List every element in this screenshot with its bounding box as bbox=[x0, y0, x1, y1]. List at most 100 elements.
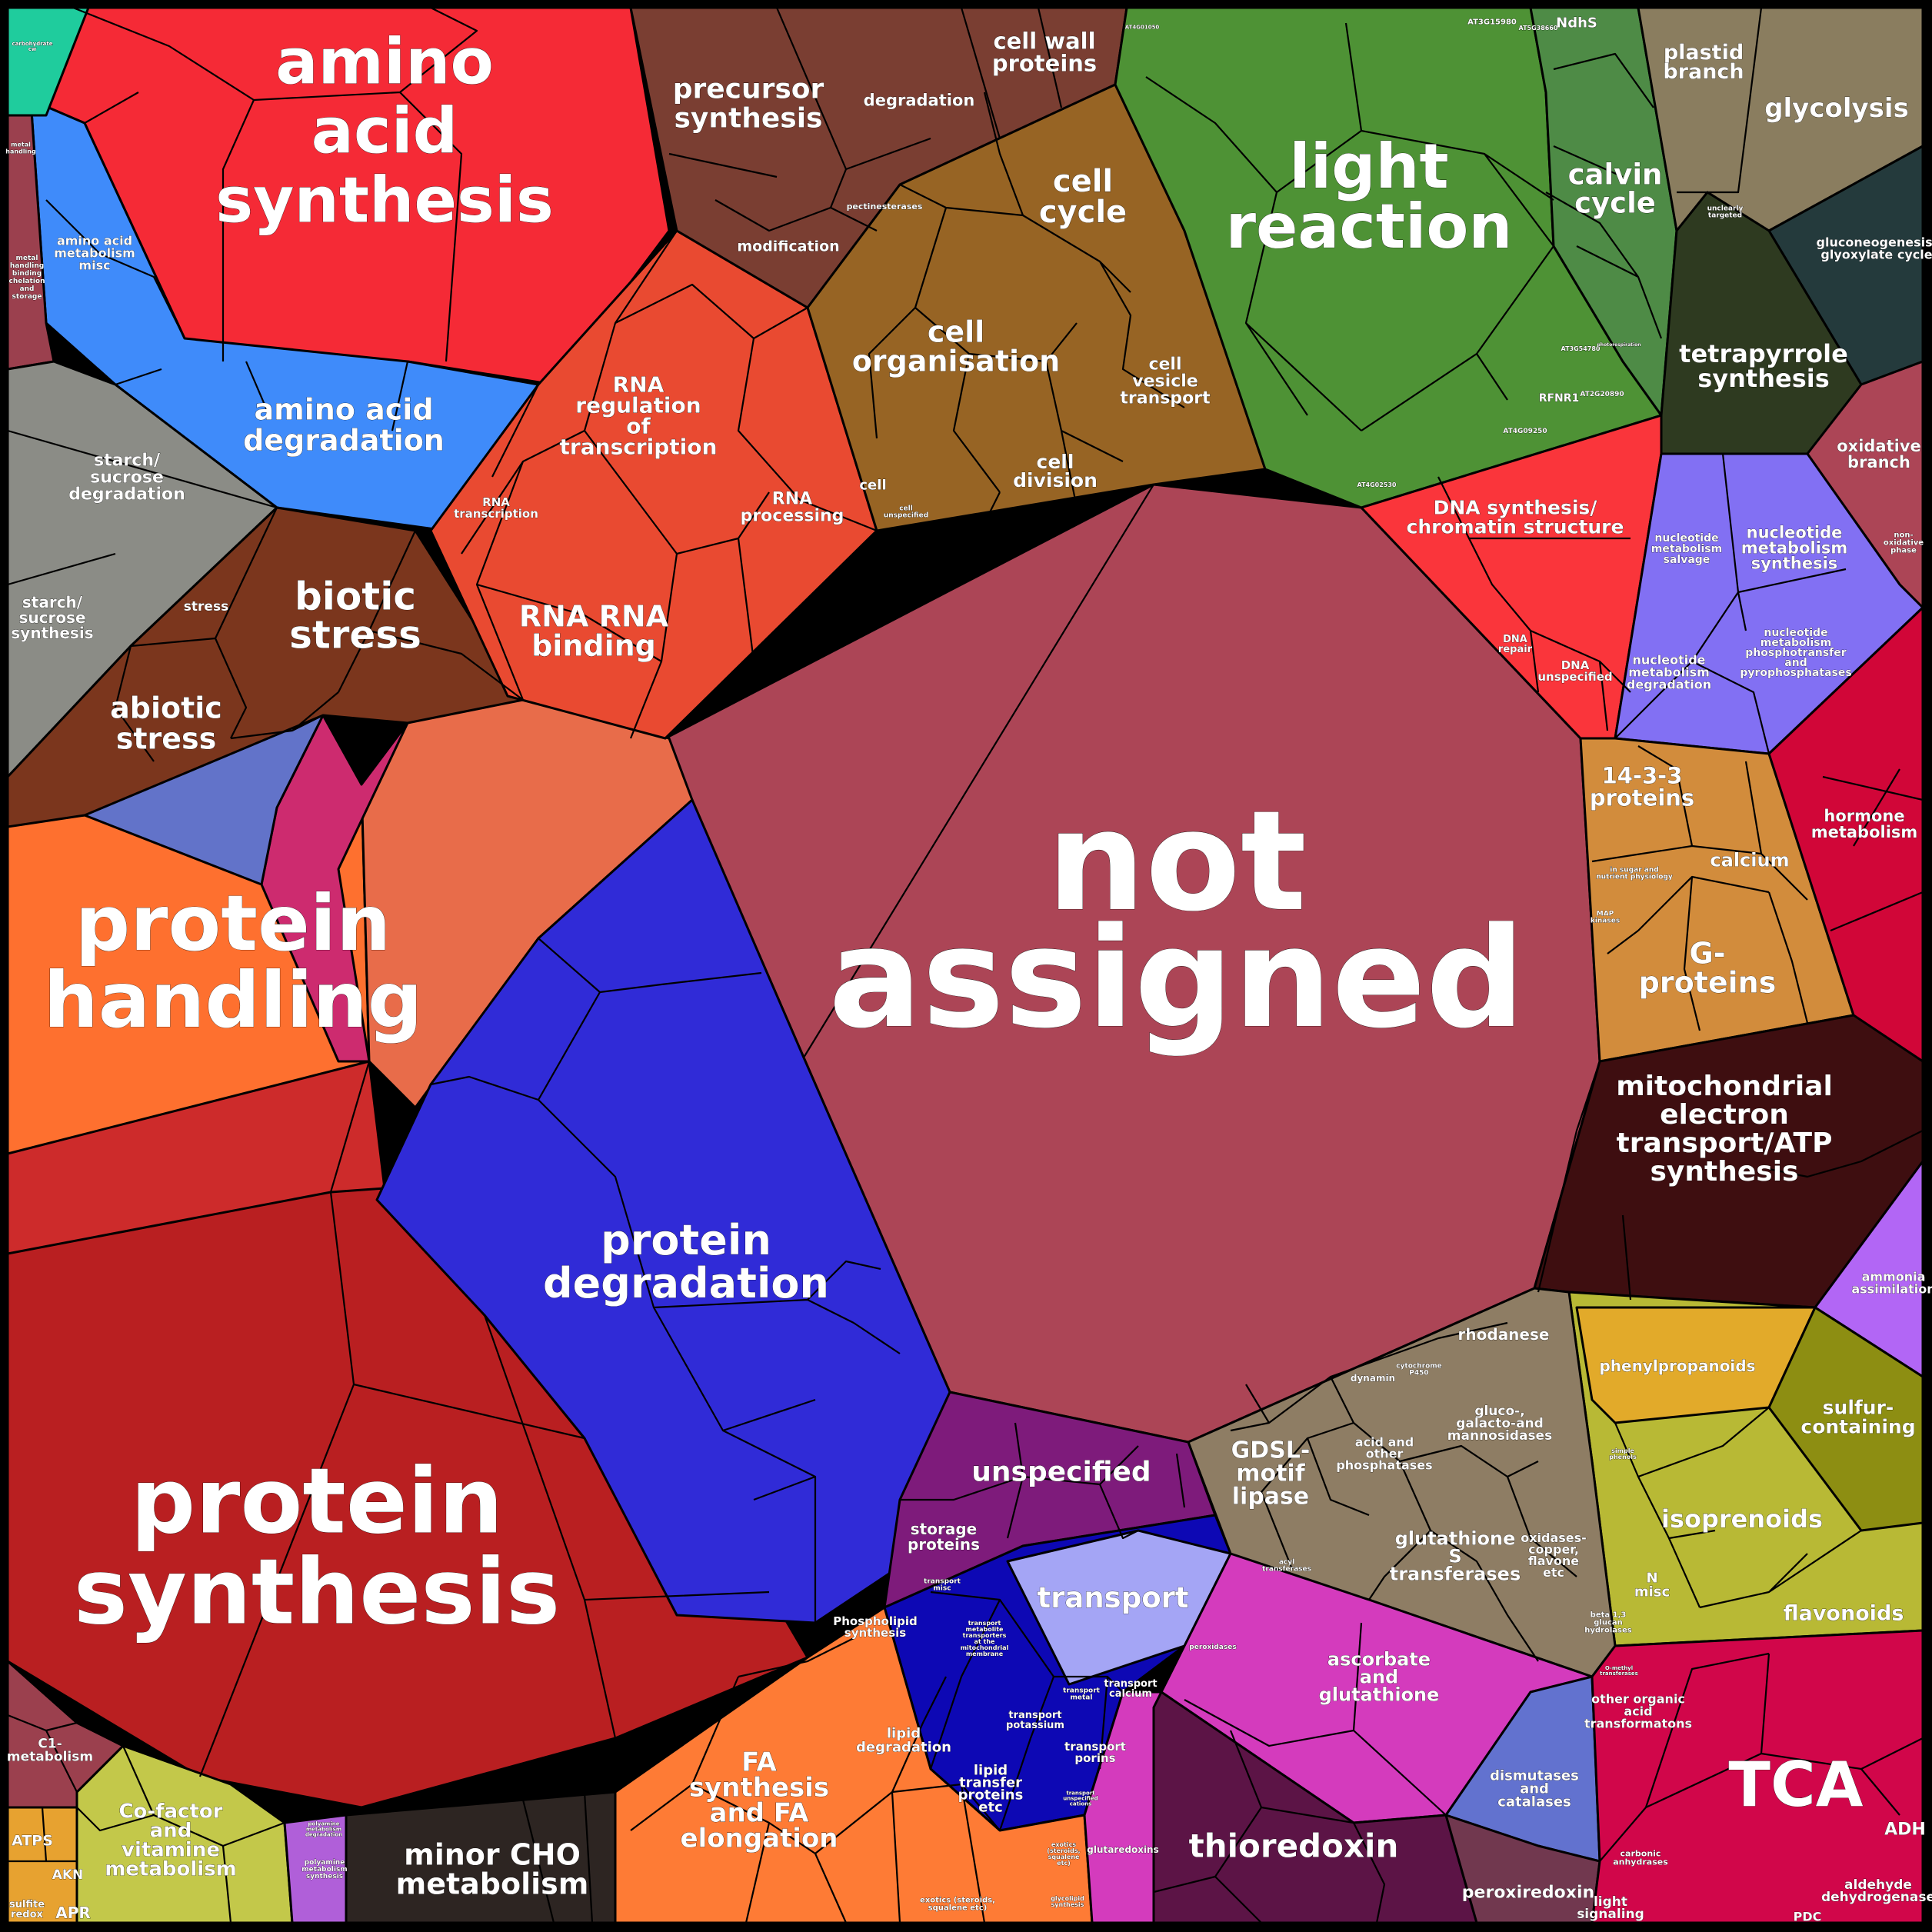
label-line: amino bbox=[275, 26, 494, 99]
label-non-oxidative-phase: non-oxidative phase bbox=[1884, 531, 1924, 555]
label-line: transport bbox=[1104, 1678, 1157, 1690]
label-line: synthesis bbox=[215, 165, 554, 238]
label-line: membrane bbox=[966, 1651, 1004, 1657]
label-line: metabolism bbox=[1760, 637, 1831, 649]
label-cell-vesicle-transport: cell vesicle transport bbox=[1120, 355, 1211, 408]
label-minor-cho: minor CHO metabolism bbox=[396, 1837, 589, 1900]
label-tca: TCA bbox=[1728, 1749, 1863, 1820]
label-acid-phosphatases: acid and other phosphatases bbox=[1336, 1435, 1432, 1473]
label-line: glycolysis bbox=[1764, 93, 1909, 124]
label-line: nucleotide bbox=[1654, 532, 1718, 545]
label-line: transport bbox=[1008, 1710, 1061, 1721]
starch-divider bbox=[7, 429, 278, 586]
label-transport-potassium: transport potassium bbox=[1006, 1710, 1064, 1731]
secondary-metabolism-edges bbox=[1614, 1407, 1862, 1609]
label-line: amino acid bbox=[57, 234, 132, 248]
rna-edges bbox=[461, 230, 878, 739]
label-line: transport bbox=[1064, 1740, 1126, 1754]
label-line: DNA bbox=[1561, 658, 1590, 672]
label-line: sucrose bbox=[90, 468, 164, 488]
label-line: transport bbox=[968, 1620, 1001, 1627]
label-line: containing bbox=[1800, 1415, 1915, 1437]
label-line: cell bbox=[928, 315, 984, 348]
label-line: gluco-, bbox=[1474, 1404, 1524, 1419]
label-aldehyde-dehydrogenase: aldehyde dehydrogenase bbox=[1821, 1877, 1932, 1905]
minor-cho-edges bbox=[521, 1791, 594, 1924]
region-stress[interactable] bbox=[6, 506, 525, 828]
label-line: simple bbox=[1611, 1447, 1634, 1454]
label-line: AT3G54780 bbox=[1561, 345, 1601, 352]
label-line: transport bbox=[1063, 1687, 1101, 1695]
label-line: and bbox=[1520, 1780, 1549, 1797]
label-storage-proteins: storage proteins bbox=[908, 1520, 980, 1554]
label-line: metal bbox=[11, 141, 31, 148]
label-line: beta 1,3 bbox=[1591, 1611, 1627, 1620]
label-line: squalene bbox=[1048, 1854, 1080, 1860]
label-not-assigned: not assigned bbox=[828, 781, 1524, 1059]
region-teal-corner[interactable] bbox=[6, 6, 90, 117]
label-line: stress bbox=[289, 613, 421, 658]
label-line: light bbox=[1289, 131, 1448, 202]
label-line: lipid bbox=[974, 1762, 1008, 1778]
label-line: starch/ bbox=[22, 593, 83, 611]
label-line: catalases bbox=[1497, 1794, 1571, 1810]
label-apr: APR bbox=[55, 1904, 91, 1922]
label-transport-mito: transport metabolite transporters at the mit… bbox=[961, 1620, 1009, 1657]
label-line: rhodanese bbox=[1458, 1325, 1550, 1344]
label-calvin-cycle: calvin cycle bbox=[1568, 158, 1663, 219]
label-line: other organic bbox=[1591, 1692, 1685, 1707]
region-phenylpropanoids[interactable] bbox=[1575, 1306, 1817, 1424]
label-line: mannosidases bbox=[1447, 1428, 1552, 1444]
label-dna-unspecified: DNA unspecified bbox=[1537, 658, 1612, 684]
label-line: potassium bbox=[1006, 1720, 1064, 1731]
label-line: assimilation bbox=[1851, 1282, 1932, 1297]
label-line: glycolipid bbox=[1051, 1895, 1084, 1902]
label-line: phase bbox=[1890, 547, 1917, 555]
label-glycolysis: glycolysis bbox=[1764, 93, 1909, 124]
region-protein-handling-red[interactable] bbox=[6, 1060, 386, 1255]
label-line: pyrophosphatases bbox=[1740, 667, 1851, 679]
label-line: AKN bbox=[52, 1867, 84, 1883]
label-line: vesicle bbox=[1132, 372, 1198, 391]
label-line: binding bbox=[531, 628, 656, 662]
label-line: hormone bbox=[1824, 807, 1904, 825]
label-line: glucan bbox=[1594, 1619, 1623, 1627]
mitochondrial-edges bbox=[1537, 1061, 1924, 1301]
region-polyamine[interactable] bbox=[283, 1814, 348, 1924]
label-line: dynamin bbox=[1351, 1373, 1395, 1384]
label-flavonoids: flavonoids bbox=[1784, 1601, 1904, 1625]
label-line: handling bbox=[10, 262, 44, 270]
label-line: sulfite bbox=[9, 1899, 45, 1910]
label-mitochondrial: mitochondrial electron transport/ATP synthe… bbox=[1616, 1071, 1833, 1188]
cofactor-edges bbox=[76, 1745, 285, 1924]
label-line: stress bbox=[184, 599, 228, 615]
label-line: synthesis bbox=[11, 624, 93, 642]
region-protein-degradation[interactable] bbox=[375, 798, 955, 1624]
label-line: non- bbox=[1894, 531, 1913, 540]
label-line: handling bbox=[5, 148, 36, 155]
label-pectinesterases: pectinesterases bbox=[847, 202, 923, 212]
region-sulfur-containing[interactable] bbox=[1767, 1306, 1924, 1532]
label-line: squalene etc) bbox=[928, 1904, 988, 1913]
label-rna-binding: RNA RNA binding bbox=[519, 599, 669, 662]
label-line: TCA bbox=[1728, 1749, 1863, 1820]
label-line: AT2G20890 bbox=[1580, 391, 1624, 398]
label-line: cytochrome bbox=[1396, 1363, 1442, 1371]
label-phospholipid-synthesis: Phospholipid synthesis bbox=[833, 1614, 918, 1640]
label-line: misc bbox=[78, 258, 110, 273]
protein-degradation-edges bbox=[430, 938, 901, 1623]
protein-synthesis-edges bbox=[7, 1061, 770, 1777]
label-line: synthesis bbox=[1697, 364, 1830, 393]
label-line: and bbox=[1360, 1666, 1398, 1687]
label-metal-handling-top: metal handling bbox=[5, 141, 36, 155]
region-sulfur-assimilation[interactable] bbox=[6, 1806, 78, 1924]
label-thioredoxin: thioredoxin bbox=[1189, 1827, 1399, 1865]
label-line: oxidative bbox=[1884, 539, 1924, 548]
label-14-3-3-proteins: 14-3-3 proteins bbox=[1590, 763, 1694, 811]
subdivisions bbox=[7, 6, 1924, 1924]
thioredoxin-edges bbox=[1153, 1730, 1386, 1924]
label-line: RFNR1 bbox=[1539, 392, 1580, 405]
label-line: flavone bbox=[1528, 1554, 1579, 1568]
label-line: transformatons bbox=[1584, 1717, 1692, 1731]
label-line: exotics (steroids, bbox=[920, 1897, 995, 1905]
